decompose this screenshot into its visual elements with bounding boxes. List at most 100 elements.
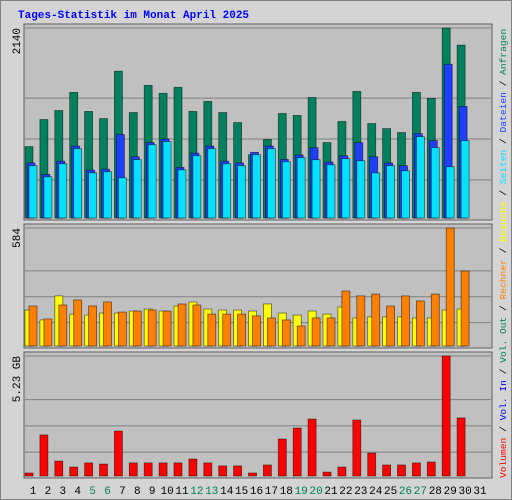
legend: Volumen / Vol. In / Vol. Out / Rechner /…: [498, 29, 509, 478]
x-tick-label: 27: [414, 486, 427, 498]
bar: [322, 471, 332, 477]
x-tick-label: 19: [295, 486, 308, 498]
bar: [262, 464, 272, 477]
x-tick-label: 22: [339, 486, 352, 498]
x-tick-label: 26: [399, 486, 412, 498]
bar: [24, 472, 34, 477]
x-tick-label: 10: [160, 486, 173, 498]
bar: [281, 161, 291, 219]
x-tick-label: 7: [119, 486, 126, 498]
bar: [252, 154, 261, 219]
bar: [401, 295, 410, 347]
bar: [341, 290, 351, 347]
bar: [441, 355, 451, 477]
bar: [192, 304, 202, 347]
x-tick-label: 25: [384, 486, 397, 498]
bar: [132, 159, 142, 219]
legend-separator: /: [498, 184, 509, 201]
y-tick-label: 2140: [12, 28, 24, 54]
x-tick-label: 23: [354, 486, 367, 498]
bar: [415, 136, 425, 219]
bar: [401, 170, 410, 219]
bar: [218, 465, 228, 477]
bar: [43, 176, 53, 219]
bar: [207, 148, 217, 219]
bar: [88, 172, 97, 219]
bar: [352, 419, 362, 477]
bar: [430, 147, 440, 219]
bar: [371, 172, 381, 219]
bar: [162, 310, 172, 347]
bar: [114, 430, 123, 477]
bar: [460, 140, 470, 219]
bar: [430, 293, 440, 347]
bar: [460, 270, 470, 347]
x-tick-label: 21: [324, 486, 338, 498]
x-tick-label: 12: [190, 486, 203, 498]
bar: [99, 463, 108, 477]
bar: [248, 472, 257, 477]
x-tick-label: 9: [149, 486, 156, 498]
chart-title: Tages-Statistik im Monat April 2025: [18, 10, 249, 22]
legend-entry: Vol. In: [498, 380, 509, 420]
x-tick-label: 15: [235, 486, 248, 498]
x-tick-label: 3: [59, 486, 66, 498]
bar: [147, 309, 157, 347]
bar: [103, 171, 112, 219]
x-tick-label: 17: [265, 486, 278, 498]
bar: [192, 155, 202, 219]
x-tick-label: 24: [369, 486, 383, 498]
bar: [311, 159, 321, 219]
bar: [43, 318, 53, 347]
bar: [445, 166, 455, 219]
bar: [266, 317, 276, 347]
bar: [397, 464, 406, 477]
legend-separator: /: [498, 299, 509, 316]
legend-separator: /: [498, 420, 509, 437]
bar: [58, 163, 68, 219]
x-tick-label: 2: [45, 486, 52, 498]
bar: [118, 311, 127, 347]
bar: [382, 464, 392, 477]
bar: [162, 141, 172, 219]
bar: [233, 465, 243, 477]
bar: [58, 304, 68, 347]
x-tick-label: 20: [309, 486, 322, 498]
bar: [356, 160, 366, 219]
bar: [386, 165, 396, 219]
x-tick-label: 11: [175, 486, 189, 498]
bar: [237, 313, 247, 347]
bar: [188, 458, 198, 477]
y-tick-label: 5.23 GB: [12, 356, 24, 403]
bar: [28, 165, 38, 219]
x-tick-label: 4: [74, 486, 81, 498]
bar: [69, 466, 79, 477]
bar: [103, 301, 112, 347]
x-tick-label: 18: [280, 486, 293, 498]
bar: [203, 462, 213, 477]
bar: [88, 305, 97, 347]
legend-entry: Anfragen: [498, 29, 509, 75]
bar: [73, 148, 83, 219]
bar: [158, 462, 168, 477]
bar: [118, 177, 127, 219]
bar: [28, 305, 38, 347]
x-tick-label: 13: [205, 486, 218, 498]
x-tick-label: 8: [134, 486, 141, 498]
x-tick-label: 14: [220, 486, 234, 498]
bar: [281, 319, 291, 347]
bar: [307, 418, 317, 477]
bar: [222, 163, 232, 219]
bar: [73, 299, 83, 347]
x-tick-label: 16: [250, 486, 263, 498]
bar: [296, 325, 306, 347]
bar: [132, 310, 142, 347]
bar: [445, 227, 455, 347]
bar: [173, 462, 183, 477]
bar: [147, 144, 157, 219]
y-tick-label: 584: [12, 228, 24, 248]
bar: [128, 462, 138, 477]
legend-entry: Vol. Out: [498, 317, 509, 363]
bar: [337, 466, 347, 477]
bar: [143, 462, 153, 477]
